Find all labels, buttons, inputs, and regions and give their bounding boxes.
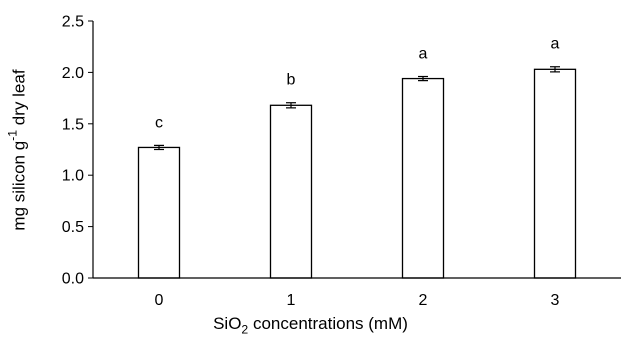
bar <box>269 104 313 279</box>
x-tick-label: 2 <box>419 292 428 309</box>
y-tick-label: 0.0 <box>62 271 84 288</box>
significance-letter: c <box>155 114 163 131</box>
significance-letter: b <box>287 72 296 89</box>
y-tick-label: 0.5 <box>62 219 84 236</box>
bar <box>137 146 181 279</box>
significance-letter: a <box>419 46 428 63</box>
significance-letter: a <box>551 36 560 53</box>
x-tick-label: 3 <box>551 292 560 309</box>
y-tick-label: 2.0 <box>62 65 84 82</box>
bar <box>533 68 577 279</box>
x-axis-label: SiO2 concentrations (mM) <box>213 314 408 337</box>
y-tick-label: 1.5 <box>62 116 84 133</box>
x-tick-label: 0 <box>155 292 164 309</box>
y-axis-label: mg silicon g-1 dry leaf <box>5 69 29 231</box>
y-tick-label: 1.0 <box>62 168 84 185</box>
bar <box>401 77 445 279</box>
y-tick-label: 2.5 <box>62 14 84 31</box>
x-tick-label: 1 <box>287 292 296 309</box>
